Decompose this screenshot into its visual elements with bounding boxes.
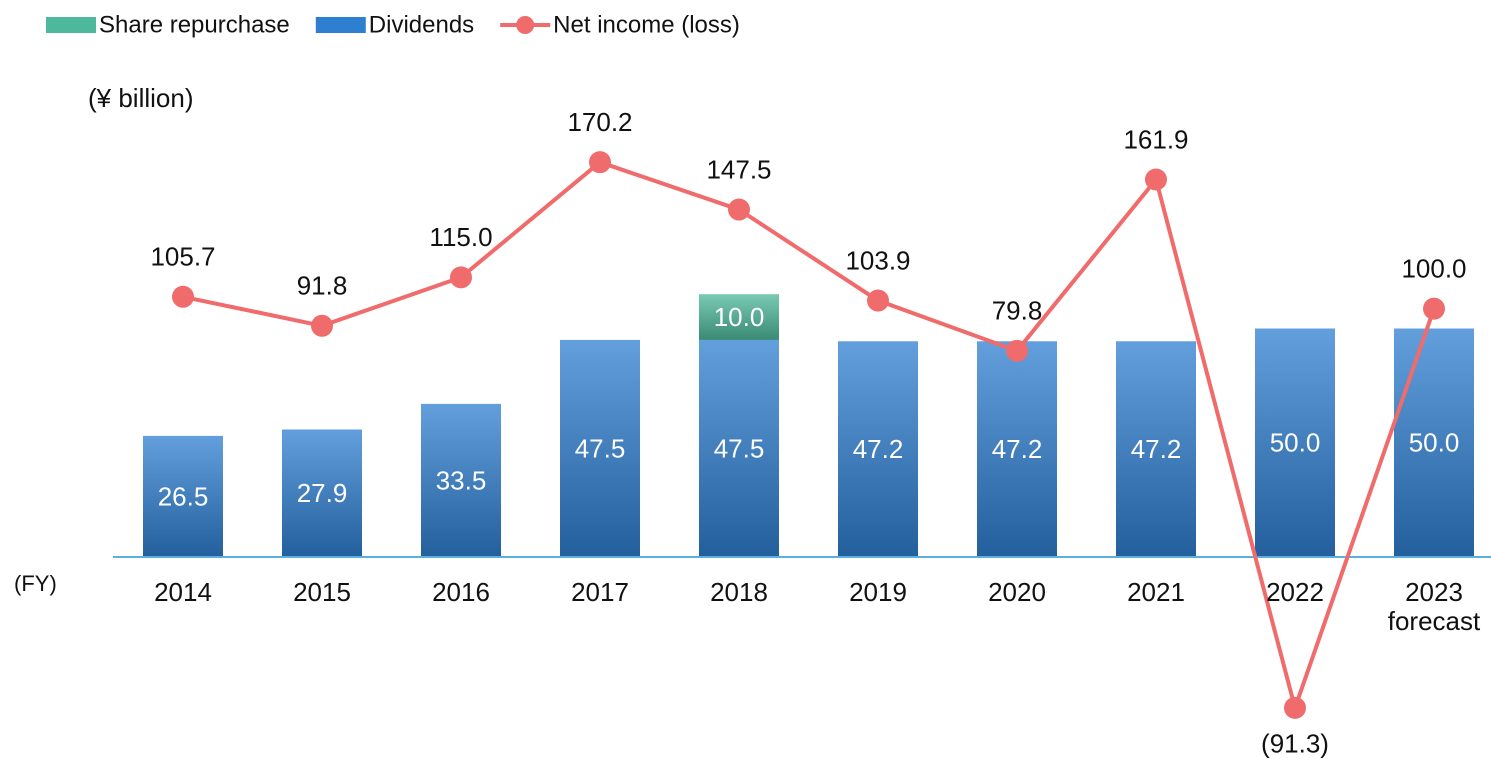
x-tick-label: 2019 (849, 577, 907, 607)
bar-value-label: 47.5 (714, 433, 765, 463)
line-value-label: (91.3) (1261, 729, 1329, 759)
line-value-label: 147.5 (706, 154, 771, 184)
bar-value-label: 10.0 (714, 302, 765, 332)
bar-shade (699, 339, 779, 557)
x-tick-label: 2023 forecast (1387, 577, 1481, 636)
bar-shade (1116, 341, 1196, 557)
line-value-label: 115.0 (429, 222, 492, 252)
bar-value-label: 27.9 (297, 478, 348, 508)
legend-marker (516, 16, 535, 34)
legend-label: Share repurchase (99, 11, 290, 38)
line-marker (450, 266, 472, 289)
line (182, 159, 1436, 715)
x-tick-label: 2014 (154, 577, 212, 607)
bar-shade (143, 435, 223, 557)
line-marker (728, 198, 750, 221)
line-value-label: 103.9 (845, 245, 910, 275)
bar-value-label: 47.2 (853, 434, 904, 464)
legend-swatch (46, 17, 96, 33)
legend-swatch (315, 17, 366, 33)
line-value-label: 79.8 (992, 296, 1043, 326)
x-tick-label: 2020 (988, 577, 1046, 607)
line-marker (1284, 696, 1306, 719)
bar-shade (1394, 328, 1474, 557)
line-marker (1145, 168, 1167, 191)
line-value-label: 100.0 (1401, 254, 1466, 284)
bar-value-label: 47.2 (1131, 434, 1182, 464)
x-tick-label: 2016 (432, 577, 490, 607)
line-marker (1423, 297, 1445, 320)
x-tick-label: 2017 (571, 577, 629, 607)
line-marker (1006, 339, 1028, 362)
bar-shade (560, 339, 640, 557)
line-value-label: 105.7 (150, 242, 215, 272)
bar-shade (282, 429, 362, 557)
bar-shade (1255, 328, 1335, 557)
bar-shade (838, 341, 918, 557)
bar-value-label: 50.0 (1270, 428, 1321, 458)
legend-label: Net income (loss) (553, 11, 740, 38)
line-marker (172, 285, 194, 308)
line-marker (311, 314, 333, 337)
x-tick-label: 2015 (293, 577, 351, 607)
x-tick-label: 2022 (1266, 577, 1324, 607)
legend-label: Dividends (369, 11, 474, 38)
unit-label: (¥ billion) (88, 83, 194, 113)
bar-shade (699, 294, 779, 340)
line-marker (589, 151, 611, 174)
line-value-label: 161.9 (1123, 124, 1188, 154)
bar-value-label: 47.5 (575, 433, 626, 463)
x-tick-label: 2021 (1127, 577, 1185, 607)
bar-shade (421, 403, 501, 557)
bar-value-label: 47.2 (992, 434, 1043, 464)
line-value-label: 170.2 (567, 107, 632, 137)
x-tick-label: 2018 (710, 577, 768, 607)
bar-value-label: 50.0 (1409, 428, 1460, 458)
x-axis-label: (FY) (14, 571, 57, 596)
bar-value-label: 26.5 (158, 481, 209, 511)
bar-value-label: 33.5 (436, 465, 487, 495)
line-value-label: 91.8 (297, 271, 348, 301)
line-marker (867, 289, 889, 312)
bar-shade (977, 341, 1057, 557)
